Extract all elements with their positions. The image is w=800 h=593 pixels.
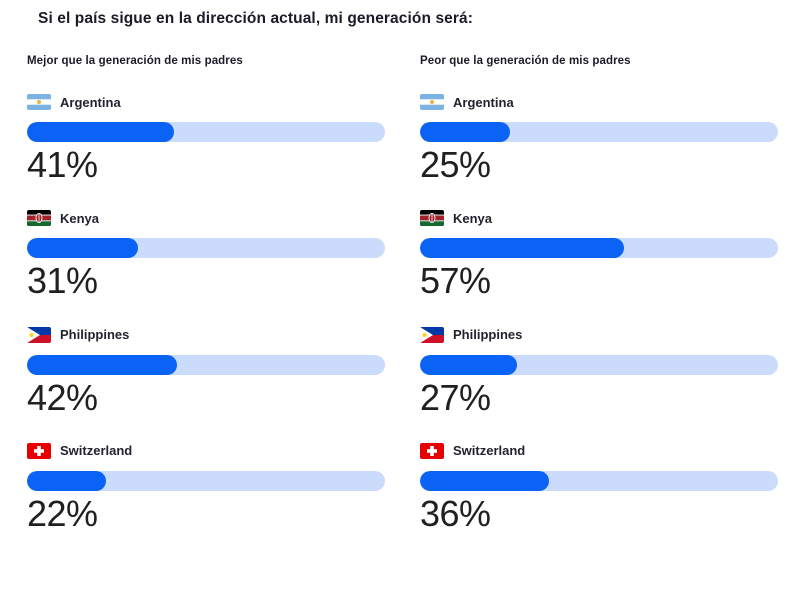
value-label: 36% bbox=[420, 492, 491, 534]
bar-fill bbox=[27, 238, 138, 259]
bar-fill bbox=[27, 122, 174, 142]
country-label: Switzerland bbox=[60, 443, 133, 459]
philippines-flag-icon bbox=[420, 326, 444, 343]
country-label: Argentina bbox=[60, 94, 121, 110]
bar-fill bbox=[420, 122, 510, 142]
bar-track bbox=[420, 238, 778, 259]
value-label: 57% bbox=[420, 260, 491, 302]
country-line: Argentina bbox=[27, 93, 385, 111]
value-label: 25% bbox=[420, 144, 491, 185]
bar-fill bbox=[420, 470, 549, 491]
bar-track bbox=[27, 354, 385, 375]
value-label: 31% bbox=[27, 260, 98, 302]
chart-columns: Mejor que la generación de mis padres Ar… bbox=[27, 55, 800, 558]
country-label: Kenya bbox=[60, 210, 100, 226]
bar-row-mejor-philippines: Philippines 42% bbox=[27, 326, 385, 418]
panel-peor: Peor que la generación de mis padres Arg… bbox=[420, 55, 778, 558]
bar-row-mejor-kenya: Kenya 31% bbox=[27, 209, 385, 301]
country-line: Switzerland bbox=[27, 442, 385, 460]
country-line: Switzerland bbox=[420, 442, 778, 460]
survey-chart-page: Si el país sigue en la dirección actual,… bbox=[0, 10, 800, 593]
country-label: Philippines bbox=[60, 327, 130, 343]
value-label: 22% bbox=[27, 492, 98, 534]
country-line: Kenya bbox=[420, 209, 778, 227]
bar-track bbox=[420, 354, 778, 375]
country-line: Philippines bbox=[27, 326, 385, 344]
bar-fill bbox=[420, 238, 625, 259]
country-label: Argentina bbox=[453, 94, 514, 110]
panel-mejor: Mejor que la generación de mis padres Ar… bbox=[27, 55, 385, 558]
value-label: 42% bbox=[27, 376, 98, 418]
panel-mejor-header: Mejor que la generación de mis padres bbox=[27, 55, 243, 67]
value-label: 27% bbox=[420, 376, 491, 418]
bar-row-peor-switzerland: Switzerland 36% bbox=[420, 442, 778, 534]
bar-track bbox=[27, 238, 385, 259]
bar-fill bbox=[420, 354, 517, 375]
bar-track bbox=[27, 122, 385, 142]
bar-row-peor-kenya: Kenya 57% bbox=[420, 209, 778, 301]
switzerland-flag-icon bbox=[420, 442, 444, 459]
kenya-flag-icon bbox=[420, 210, 444, 227]
country-label: Switzerland bbox=[453, 443, 526, 459]
switzerland-flag-icon bbox=[27, 442, 51, 459]
bar-track bbox=[420, 470, 778, 491]
philippines-flag-icon bbox=[27, 326, 51, 343]
bar-row-peor-argentina: Argentina 25% bbox=[420, 93, 778, 185]
country-line: Philippines bbox=[420, 326, 778, 344]
country-label: Kenya bbox=[453, 210, 493, 226]
bar-fill bbox=[27, 354, 178, 375]
chart-title: Si el país sigue en la dirección actual,… bbox=[38, 10, 473, 27]
bar-row-mejor-argentina: Argentina 41% bbox=[27, 93, 385, 185]
value-label: 41% bbox=[27, 144, 98, 185]
bar-track bbox=[420, 122, 778, 142]
bar-track bbox=[27, 470, 385, 491]
bar-row-peor-philippines: Philippines 27% bbox=[420, 326, 778, 418]
country-label: Philippines bbox=[453, 327, 523, 343]
bar-fill bbox=[27, 470, 106, 491]
kenya-flag-icon bbox=[27, 210, 51, 227]
country-line: Kenya bbox=[27, 209, 385, 227]
panel-peor-header: Peor que la generación de mis padres bbox=[420, 55, 631, 67]
argentina-flag-icon bbox=[420, 94, 444, 110]
country-line: Argentina bbox=[420, 93, 778, 111]
bar-row-mejor-switzerland: Switzerland 22% bbox=[27, 442, 385, 534]
argentina-flag-icon bbox=[27, 94, 51, 110]
